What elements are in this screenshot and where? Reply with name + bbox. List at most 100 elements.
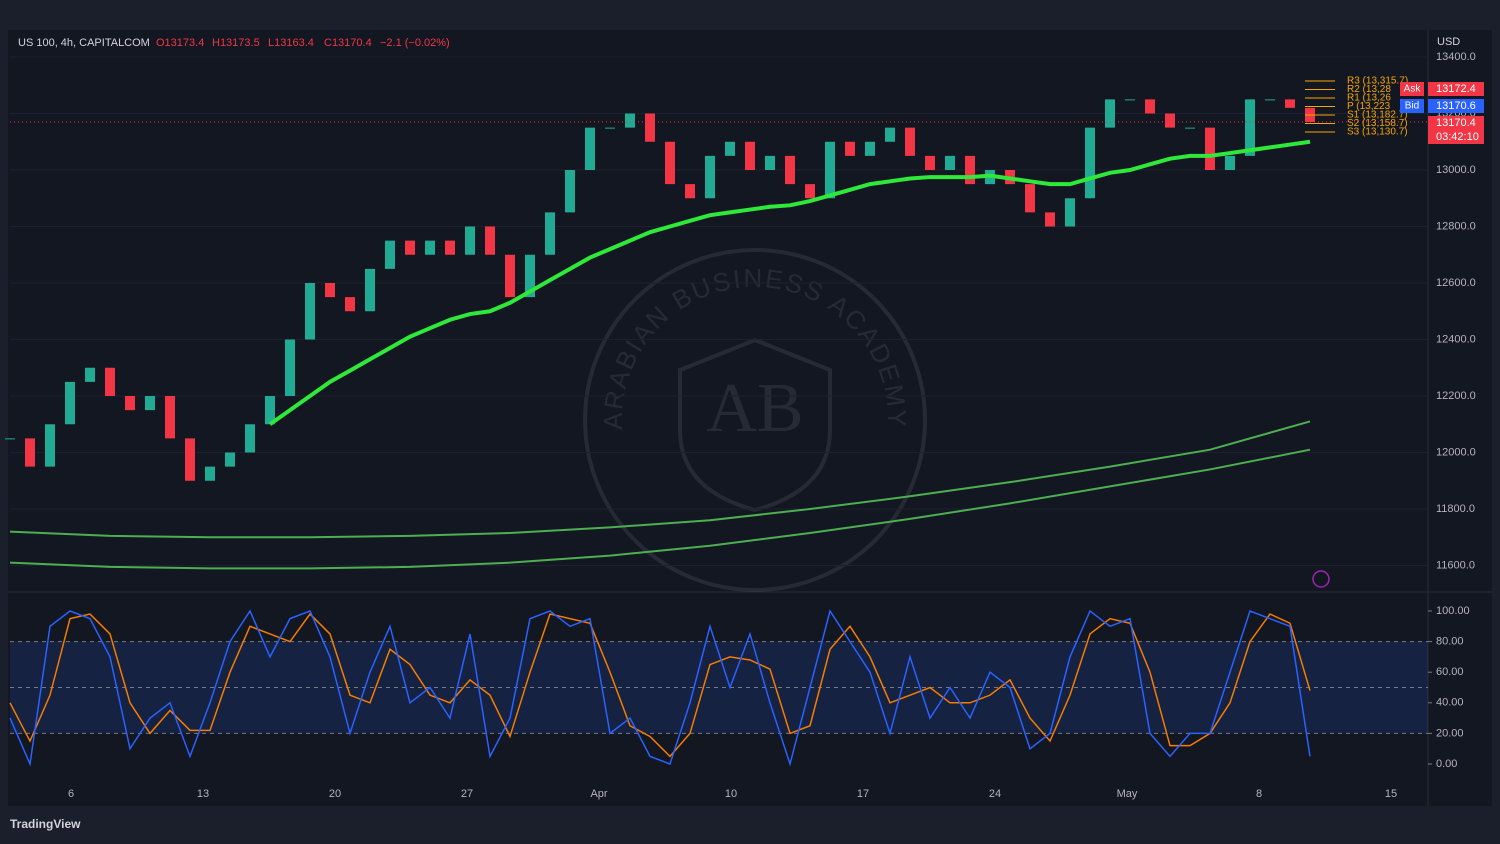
candle [625, 113, 635, 128]
price-tick-label: 12800.0 [1436, 220, 1476, 232]
stoch-tick-label: 60.00 [1436, 666, 1464, 678]
candle [145, 396, 155, 411]
candle [1085, 127, 1095, 199]
candle [1125, 99, 1135, 101]
price-tick-label: 12200.0 [1436, 390, 1476, 402]
watermark-ring [583, 248, 927, 592]
candle [305, 283, 315, 340]
candle [405, 240, 415, 255]
candle [425, 240, 435, 255]
candle [1185, 127, 1195, 129]
ohlc-low: L13163.4 [268, 37, 314, 49]
candle [745, 141, 755, 170]
stoch-band [10, 641, 1428, 734]
candle [205, 466, 215, 481]
watermark-logo: AB [706, 370, 803, 447]
candle [65, 381, 75, 425]
ohlc-close: C13170.4 [324, 37, 372, 49]
candle [725, 141, 735, 156]
candle [225, 452, 235, 467]
candle [865, 141, 875, 156]
time-tick-label: 6 [68, 788, 74, 800]
ohlc-high: H13173.5 [212, 37, 260, 49]
candle [245, 424, 255, 453]
price-tag-bg [1428, 82, 1484, 96]
candle [1225, 155, 1235, 170]
price-tick-label: 12600.0 [1436, 277, 1476, 289]
candle [325, 283, 335, 298]
price-tick-label: 13400.0 [1436, 51, 1476, 63]
candle [345, 297, 355, 312]
candle [1145, 99, 1155, 114]
candle [85, 367, 95, 382]
candle [785, 155, 795, 185]
candle [385, 240, 395, 269]
candle [25, 438, 35, 467]
stoch-tick-label: 20.00 [1436, 727, 1464, 739]
pivot-label: S3 (13,130.7) [1347, 127, 1408, 138]
tag-label: Bid [1405, 101, 1419, 112]
stoch-d-line [9, 612, 1311, 758]
countdown: 03:42:10 [1436, 131, 1479, 143]
symbol: US 100, 4h, CAPITALCOM [18, 37, 150, 49]
candle [1265, 99, 1275, 101]
candle [765, 155, 775, 170]
time-tick-label: 24 [989, 788, 1001, 800]
pivot-label: S1 (13,182.7) [1347, 110, 1408, 121]
candle [645, 113, 655, 142]
candle [265, 396, 275, 425]
tag-label: Ask [1404, 84, 1422, 95]
candle [125, 396, 135, 411]
change: −2.1 (−0.02%) [380, 37, 450, 49]
candle [1205, 127, 1215, 170]
candle [45, 424, 55, 467]
price-tag-bg [1428, 99, 1484, 113]
pivot-label: R2 (13,28 [1347, 84, 1391, 95]
candle [845, 141, 855, 156]
tag-label-bg [1400, 99, 1424, 113]
price-tag: 13170.4 [1436, 117, 1476, 129]
ohlc-open: O13173.4 [156, 37, 204, 49]
candle [585, 127, 595, 170]
candle [445, 240, 455, 255]
price-tag-bg [1428, 116, 1484, 144]
candle [825, 141, 835, 199]
candle [925, 155, 935, 170]
candle [545, 212, 555, 255]
time-tick-label: 13 [197, 788, 209, 800]
price-tick-label: 12000.0 [1436, 446, 1476, 458]
stoch-tick-label: 80.00 [1436, 636, 1464, 648]
time-tick-label: 20 [329, 788, 341, 800]
time-tick-label: 17 [857, 788, 869, 800]
candle [885, 127, 895, 142]
alert-icon[interactable] [1312, 570, 1330, 588]
time-tick-label: 27 [461, 788, 473, 800]
candle [605, 127, 615, 129]
candle [465, 226, 475, 255]
candle [165, 396, 175, 439]
pivot-label: S2 (13,158.7) [1347, 118, 1408, 129]
pivot-label: R3 (13,315.7) [1347, 76, 1408, 87]
stoch-tick-label: 100.00 [1436, 605, 1470, 617]
pivot-label: P (13,223 [1347, 101, 1391, 112]
candle [5, 438, 15, 440]
candle [685, 184, 695, 199]
time-tick-label: 8 [1256, 788, 1262, 800]
candle [105, 367, 115, 396]
candle [1105, 99, 1115, 128]
candle [1025, 184, 1035, 213]
candle [565, 170, 575, 213]
watermark-shield [678, 337, 832, 513]
candle [1065, 198, 1075, 227]
ma-fast-line [268, 139, 1311, 426]
candle [665, 141, 675, 185]
candle [805, 184, 815, 199]
candle [905, 127, 915, 156]
candle [185, 438, 195, 481]
ma-slow-line [9, 420, 1311, 539]
price-tick-label: 11600.0 [1436, 559, 1475, 571]
price-tag: 13172.4 [1436, 83, 1476, 95]
time-tick-label: 10 [725, 788, 737, 800]
